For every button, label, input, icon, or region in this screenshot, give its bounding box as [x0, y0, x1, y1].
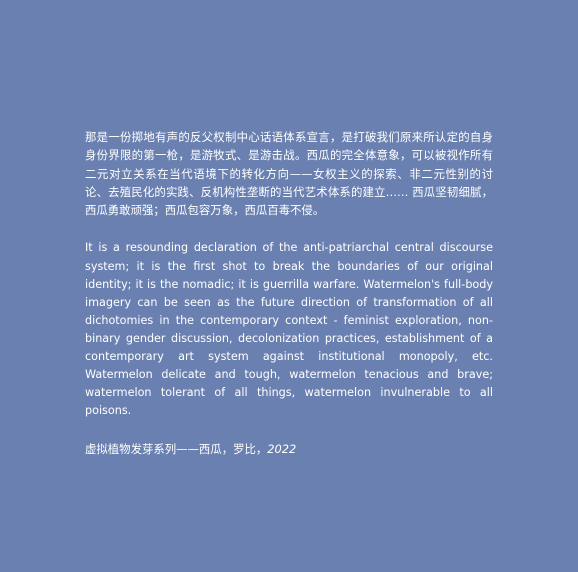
english-paragraph: It is a resounding declaration of the an…	[85, 241, 493, 418]
chinese-paragraph: 那是一份掷地有声的反父权制中心话语体系宣言，是打破我们原来所认定的自身身份界限的…	[85, 130, 493, 218]
text-block: 那是一份掷地有声的反父权制中心话语体系宣言，是打破我们原来所认定的自身身份界限的…	[85, 128, 493, 458]
caption-title: 虚拟植物发芽系列——西瓜，罗比，	[85, 442, 268, 457]
artwork-caption: 虚拟植物发芽系列——西瓜，罗比，2022	[85, 440, 493, 458]
caption-year: 2022	[267, 442, 297, 457]
